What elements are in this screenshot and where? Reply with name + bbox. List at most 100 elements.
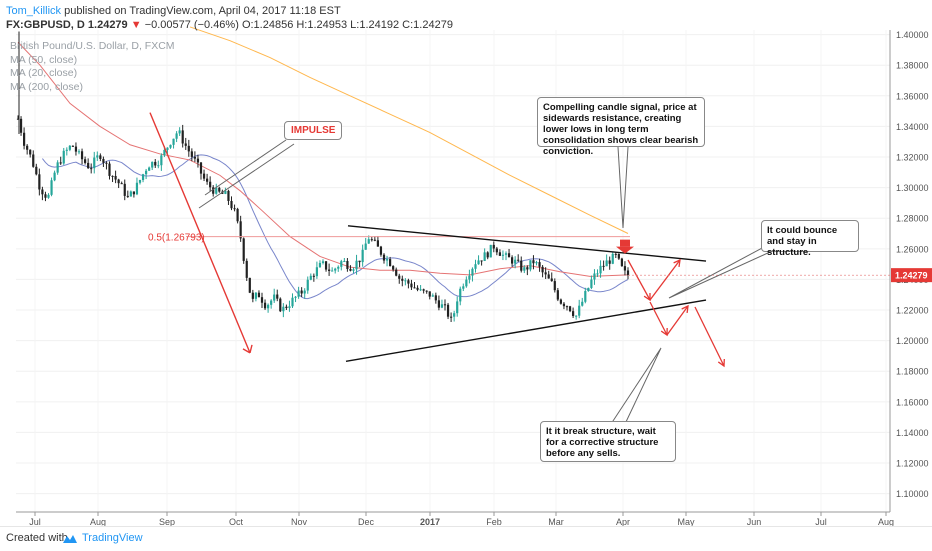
candle-body — [407, 280, 410, 284]
grid — [16, 30, 890, 512]
candle-body — [462, 286, 465, 289]
candle-body — [141, 174, 145, 181]
scenario-arrow-up-1-head — [673, 258, 681, 268]
candle-body — [53, 172, 56, 181]
candle-body — [105, 162, 108, 164]
candle-body — [166, 147, 169, 150]
y-tick-label: 1.38000 — [896, 61, 929, 71]
candle-body — [62, 150, 65, 164]
candle-body — [465, 279, 468, 287]
candle-body — [553, 281, 556, 291]
candle-body — [303, 290, 306, 294]
candle-body — [361, 249, 364, 263]
candle-body — [254, 292, 257, 299]
candle-body — [138, 180, 142, 183]
ma200-label[interactable]: MA (200, close) — [10, 80, 83, 93]
candle-body — [242, 238, 245, 261]
candle-body — [404, 280, 407, 282]
note-candle-signal: Compelling candle signal, price at sidew… — [537, 97, 705, 157]
candle-body — [611, 253, 614, 264]
candle-body — [172, 138, 175, 145]
candle-body — [309, 275, 312, 280]
candle-body — [498, 252, 501, 256]
candle-body — [602, 265, 605, 267]
candle-body — [209, 181, 212, 188]
candle-body — [59, 162, 62, 164]
candle-body — [270, 300, 273, 305]
candle-body — [617, 253, 620, 259]
y-tick-label: 1.40000 — [896, 30, 929, 40]
candle-body — [181, 130, 184, 144]
candle-body — [474, 264, 477, 269]
ma50-label[interactable]: MA (50, close) — [10, 53, 78, 66]
ma200-line — [189, 26, 629, 234]
candle-body — [547, 274, 550, 279]
x-tick-label: Nov — [291, 517, 308, 527]
bounce-note-pointer — [668, 246, 771, 299]
candle-body — [535, 262, 538, 264]
candle-body — [392, 266, 395, 270]
candle-body — [471, 268, 474, 276]
y-tick-label: 1.10000 — [896, 489, 929, 499]
candle-body — [504, 253, 508, 255]
candle-body — [450, 316, 453, 318]
candle-body — [120, 183, 123, 185]
x-tick-label: Jul — [29, 517, 41, 527]
current-price-label: 1.24279 — [895, 271, 928, 281]
impulse-arrow-line — [149, 112, 251, 354]
candle-body — [538, 262, 541, 267]
tradingview-logo-icon — [63, 535, 77, 543]
candle-body — [623, 266, 627, 271]
candle-body — [517, 259, 520, 261]
candle-body — [550, 278, 553, 282]
candle-body — [410, 283, 413, 288]
candle-body — [236, 208, 239, 222]
candle-body — [483, 252, 486, 261]
candle-body — [514, 259, 517, 264]
y-tick-label: 1.36000 — [896, 91, 929, 101]
candle-body — [459, 288, 462, 302]
candle-body — [114, 175, 117, 180]
candle-body — [44, 194, 47, 198]
candle-body — [626, 270, 630, 276]
indicator-legend: British Pound/U.S. Dollar, D, FXCM MA (5… — [10, 40, 175, 94]
candle-body — [453, 313, 456, 317]
candle-body — [193, 156, 196, 159]
series-title[interactable]: British Pound/U.S. Dollar, D, FXCM — [10, 40, 175, 52]
x-tick-label: Feb — [486, 517, 502, 527]
candle-body — [276, 294, 279, 299]
candle-body — [520, 260, 523, 271]
candle-body — [334, 268, 337, 271]
x-tick-label: May — [677, 517, 695, 527]
candle-body — [294, 296, 297, 298]
symbol[interactable]: FX:GBPUSD, D — [6, 19, 85, 31]
x-tick-label: Oct — [229, 517, 244, 527]
candle-body — [77, 151, 81, 153]
candle-body — [32, 154, 35, 167]
candle-body — [50, 180, 53, 195]
scenario-arrow-down-3-head — [717, 358, 725, 368]
candle-body — [297, 290, 300, 297]
candle-body — [477, 260, 480, 265]
ma20-label[interactable]: MA (20, close) — [10, 67, 78, 80]
candle-body — [581, 301, 584, 306]
candle-body — [620, 258, 623, 267]
candle-body — [123, 183, 126, 196]
candle-body — [38, 174, 41, 190]
candle-body — [224, 190, 227, 194]
candle-body — [154, 161, 157, 166]
candle-body — [187, 145, 190, 152]
candle-body — [529, 260, 532, 270]
author-link[interactable]: Tom_Killick — [6, 5, 62, 17]
candle-body — [199, 162, 203, 174]
candle-body — [587, 287, 590, 292]
y-tick-label: 1.30000 — [896, 183, 929, 193]
tradingview-brand[interactable]: TradingView — [82, 532, 143, 544]
candle-body — [578, 305, 581, 316]
candle-body — [233, 208, 236, 210]
candle-body — [212, 187, 215, 194]
candle-body — [440, 304, 444, 308]
candle-body — [492, 244, 495, 249]
ohlc-values: O:1.24856 H:1.24953 L:1.24192 C:1.24279 — [241, 19, 453, 31]
